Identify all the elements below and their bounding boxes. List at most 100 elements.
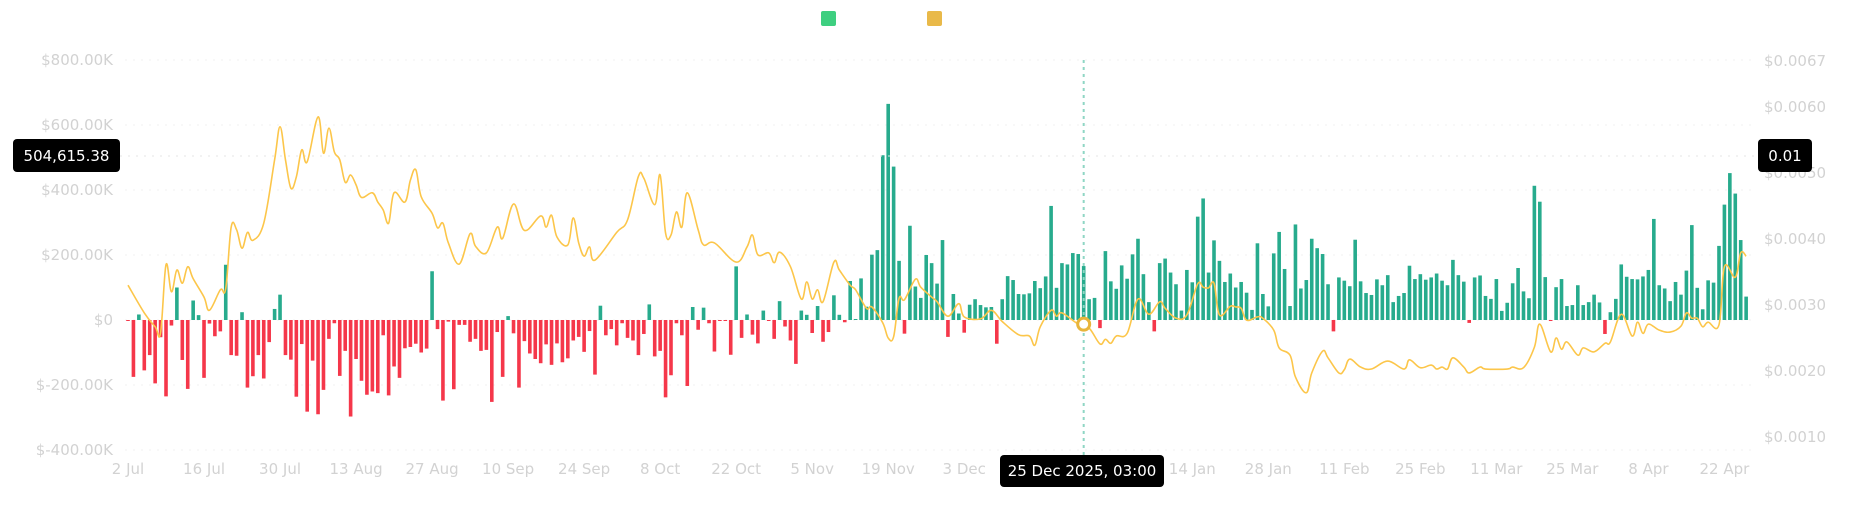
bar-positive[interactable]: [1554, 287, 1558, 320]
bar-positive[interactable]: [240, 312, 244, 320]
bar-negative[interactable]: [490, 320, 494, 402]
bar-positive[interactable]: [956, 313, 961, 321]
bar-negative[interactable]: [766, 320, 771, 321]
bar-negative[interactable]: [685, 320, 690, 386]
bar-positive[interactable]: [1722, 204, 1727, 320]
bar-positive[interactable]: [1385, 275, 1390, 320]
bar-positive[interactable]: [973, 299, 977, 320]
bar-positive[interactable]: [837, 314, 842, 320]
bar-positive[interactable]: [1521, 291, 1526, 320]
bar-negative[interactable]: [842, 320, 847, 323]
bar-positive[interactable]: [1478, 275, 1482, 320]
bar-positive[interactable]: [1652, 218, 1656, 320]
bar-negative[interactable]: [604, 320, 608, 336]
bar-negative[interactable]: [674, 320, 679, 324]
bar-negative[interactable]: [544, 320, 548, 345]
bar-positive[interactable]: [1293, 224, 1298, 320]
bar-negative[interactable]: [566, 320, 570, 359]
bar-negative[interactable]: [386, 320, 391, 396]
bar-negative[interactable]: [821, 320, 825, 342]
bar-negative[interactable]: [500, 320, 505, 377]
bar-positive[interactable]: [1130, 254, 1135, 320]
bar-positive[interactable]: [1337, 277, 1341, 320]
bar-positive[interactable]: [1440, 280, 1444, 320]
bar-positive[interactable]: [191, 300, 195, 321]
bar-positive[interactable]: [1532, 185, 1537, 320]
bar-negative[interactable]: [332, 320, 337, 324]
bar-negative[interactable]: [712, 320, 717, 352]
bar-positive[interactable]: [1092, 297, 1097, 320]
bar-negative[interactable]: [582, 320, 586, 352]
bar-positive[interactable]: [1690, 225, 1694, 320]
bar-positive[interactable]: [1347, 286, 1352, 320]
bar-negative[interactable]: [294, 320, 299, 397]
bar-negative[interactable]: [359, 320, 364, 381]
bar-negative[interactable]: [327, 320, 331, 339]
bar-negative[interactable]: [593, 320, 597, 375]
bar-negative[interactable]: [142, 320, 147, 371]
bar-positive[interactable]: [1266, 306, 1271, 320]
bar-positive[interactable]: [430, 271, 434, 320]
bar-positive[interactable]: [848, 281, 852, 320]
bar-positive[interactable]: [1543, 277, 1548, 320]
bar-positive[interactable]: [891, 166, 896, 320]
bar-positive[interactable]: [1657, 285, 1662, 320]
bar-negative[interactable]: [435, 320, 440, 330]
bar-negative[interactable]: [180, 320, 185, 360]
bar-positive[interactable]: [897, 260, 901, 320]
bar-positive[interactable]: [1516, 268, 1520, 320]
bar-positive[interactable]: [1309, 238, 1314, 320]
bar-negative[interactable]: [517, 320, 521, 388]
bar-positive[interactable]: [978, 305, 983, 320]
bar-negative[interactable]: [1467, 320, 1472, 323]
bar-positive[interactable]: [1353, 239, 1357, 320]
bar-positive[interactable]: [1396, 295, 1401, 320]
bar-negative[interactable]: [995, 320, 999, 344]
bar-positive[interactable]: [1304, 280, 1309, 320]
bar-negative[interactable]: [571, 320, 576, 341]
bar-positive[interactable]: [1119, 265, 1124, 320]
bar-positive[interactable]: [701, 307, 706, 320]
bar-negative[interactable]: [213, 320, 217, 337]
bar-positive[interactable]: [1624, 276, 1629, 320]
bar-negative[interactable]: [614, 320, 619, 346]
bar-negative[interactable]: [251, 320, 255, 377]
bar-positive[interactable]: [1168, 272, 1173, 320]
bar-positive[interactable]: [1614, 298, 1618, 320]
bar-positive[interactable]: [967, 304, 972, 320]
bar-positive[interactable]: [1157, 263, 1162, 320]
bar-positive[interactable]: [1223, 281, 1227, 320]
bar-negative[interactable]: [245, 320, 250, 388]
bar-positive[interactable]: [1103, 251, 1108, 320]
bar-negative[interactable]: [354, 320, 358, 359]
bar-positive[interactable]: [1179, 310, 1184, 320]
bar-negative[interactable]: [511, 320, 516, 334]
bar-positive[interactable]: [951, 294, 956, 320]
bar-negative[interactable]: [256, 320, 261, 356]
bar-positive[interactable]: [1483, 295, 1488, 320]
bar-positive[interactable]: [1022, 294, 1026, 320]
bar-positive[interactable]: [908, 225, 912, 320]
bar-positive[interactable]: [1277, 231, 1281, 320]
bar-positive[interactable]: [196, 315, 201, 320]
bar-negative[interactable]: [452, 320, 456, 390]
bar-positive[interactable]: [1733, 193, 1738, 320]
bar-negative[interactable]: [707, 320, 711, 324]
bar-negative[interactable]: [788, 320, 793, 341]
bar-negative[interactable]: [663, 320, 668, 398]
bar-positive[interactable]: [1461, 281, 1466, 320]
bar-negative[interactable]: [549, 320, 554, 365]
bar-positive[interactable]: [1728, 173, 1732, 320]
bar-positive[interactable]: [1570, 305, 1575, 320]
bar-positive[interactable]: [1489, 298, 1493, 320]
bar-positive[interactable]: [1592, 294, 1596, 320]
bar-negative[interactable]: [652, 320, 657, 357]
bar-negative[interactable]: [365, 320, 369, 395]
bar-negative[interactable]: [528, 320, 532, 354]
bar-positive[interactable]: [924, 255, 929, 320]
bar-positive[interactable]: [1717, 245, 1721, 320]
bar-positive[interactable]: [272, 308, 277, 320]
bar-positive[interactable]: [1494, 279, 1499, 320]
bar-negative[interactable]: [484, 320, 489, 350]
bar-positive[interactable]: [1375, 279, 1379, 320]
